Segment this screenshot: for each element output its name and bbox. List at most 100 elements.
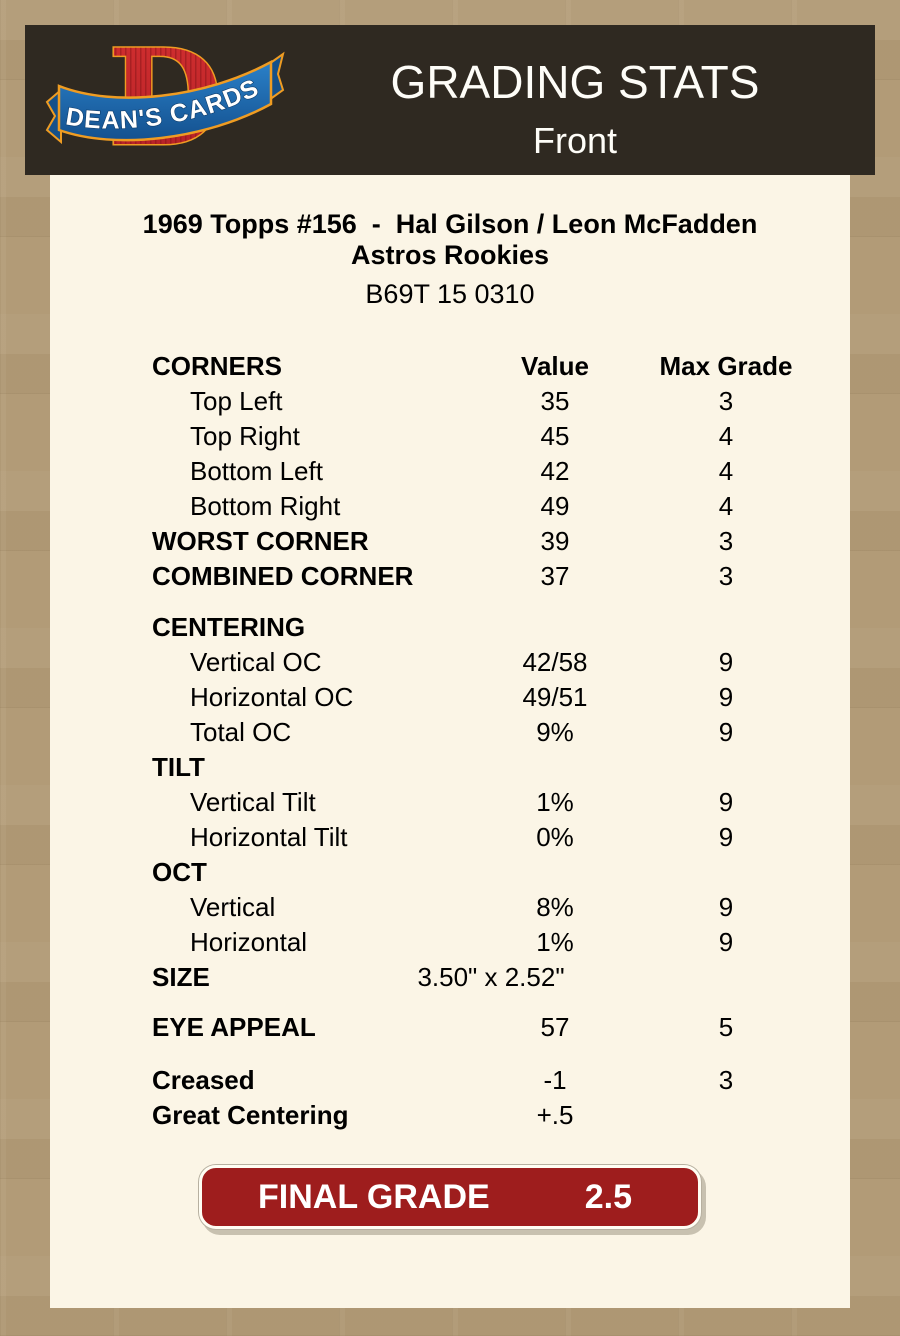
- row-max: 4: [718, 491, 734, 521]
- row-label: OCT: [152, 857, 207, 887]
- table-row: Horizontal OC 49/51 9: [152, 680, 797, 715]
- row-max: 9: [718, 787, 734, 817]
- serial-number: B69T 15 0310: [365, 279, 535, 309]
- row-label: Bottom Left: [190, 456, 323, 486]
- stats-panel: 1969 Topps #156 - Hal Gilson / Leon McFa…: [50, 175, 850, 1308]
- row-value: 1%: [536, 927, 574, 957]
- row-label: Vertical: [190, 892, 276, 922]
- row-max: 9: [718, 647, 734, 677]
- row-max: [655, 960, 797, 995]
- row-value: [455, 855, 655, 890]
- row-label: SIZE: [152, 962, 210, 992]
- row-label: Great Centering: [152, 1100, 349, 1130]
- table-row: Horizontal Tilt 0% 9: [152, 820, 797, 855]
- row-label: Vertical Tilt: [190, 787, 316, 817]
- table-row: Vertical 8% 9: [152, 890, 797, 925]
- table-row: Bottom Right 49 4: [152, 489, 797, 524]
- row-max: 3: [718, 1065, 734, 1095]
- logo-ribbon: [57, 59, 273, 142]
- row-max: 3: [718, 386, 734, 416]
- row-label: Horizontal: [190, 927, 308, 957]
- row-value: 57: [540, 1012, 570, 1042]
- row-label: Top Left: [190, 386, 283, 416]
- row-max: 4: [718, 456, 734, 486]
- row-max: 5: [718, 1012, 734, 1042]
- row-value: [455, 610, 655, 645]
- column-header-value: Value: [521, 351, 589, 381]
- row-max: [655, 610, 797, 645]
- row-max: 9: [718, 927, 734, 957]
- app-header: D D DEAN'S CARDS GRADING STATS Front: [25, 25, 875, 175]
- table-row: EYE APPEAL 57 5: [152, 1010, 797, 1045]
- final-grade-value: 2.5: [584, 1177, 632, 1216]
- table-header-row: CORNERS Value Max Grade: [152, 349, 797, 384]
- card-title-line2: Astros Rookies: [350, 240, 550, 270]
- row-label: Top Right: [190, 421, 300, 451]
- row-value: 35: [540, 386, 570, 416]
- column-header-max-grade: Max Grade: [659, 351, 793, 381]
- table-row: COMBINED CORNER 37 3: [152, 559, 797, 594]
- row-label: WORST CORNER: [152, 526, 369, 556]
- table-row: CENTERING: [152, 610, 797, 645]
- table-row: TILT: [152, 750, 797, 785]
- column-header-corners: CORNERS: [152, 351, 283, 381]
- row-label: EYE APPEAL: [152, 1012, 316, 1042]
- table-row: Great Centering +.5: [152, 1098, 797, 1133]
- header-titles: GRADING STATS Front: [295, 25, 855, 175]
- table-row: SIZE 3.50" x 2.52": [152, 960, 797, 995]
- row-max: 3: [718, 561, 734, 591]
- row-value: 42: [540, 456, 570, 486]
- row-label: Horizontal OC: [190, 682, 354, 712]
- row-value: 1%: [536, 787, 574, 817]
- row-value: 39: [540, 526, 570, 556]
- row-value: 49: [540, 491, 570, 521]
- table-row: Top Left 35 3: [152, 384, 797, 419]
- row-value: 3.50" x 2.52": [417, 962, 565, 992]
- card-title-line1: 1969 Topps #156 - Hal Gilson / Leon McFa…: [142, 209, 758, 239]
- final-grade-badge: FINAL GRADE 2.5: [199, 1165, 701, 1229]
- table-row: Vertical Tilt 1% 9: [152, 785, 797, 820]
- row-max: 9: [718, 717, 734, 747]
- row-max: 9: [718, 822, 734, 852]
- deans-cards-logo: D D DEAN'S CARDS: [45, 30, 285, 170]
- row-max: 9: [718, 682, 734, 712]
- row-label: Bottom Right: [190, 491, 341, 521]
- row-label: CENTERING: [152, 612, 306, 642]
- row-label: Total OC: [190, 717, 292, 747]
- row-max: [655, 750, 797, 785]
- table-row: Horizontal 1% 9: [152, 925, 797, 960]
- table-row: Creased -1 3: [152, 1063, 797, 1098]
- row-label: Horizontal Tilt: [190, 822, 348, 852]
- row-label: COMBINED CORNER: [152, 561, 414, 591]
- row-value: +.5: [536, 1100, 574, 1130]
- table-row: Bottom Left 42 4: [152, 454, 797, 489]
- row-value: 42/58: [522, 647, 588, 677]
- card-title-block: 1969 Topps #156 - Hal Gilson / Leon McFa…: [50, 209, 850, 308]
- row-max: 4: [718, 421, 734, 451]
- row-label: TILT: [152, 752, 205, 782]
- row-value: 37: [540, 561, 570, 591]
- row-value: 0%: [536, 822, 574, 852]
- table-row: WORST CORNER 39 3: [152, 524, 797, 559]
- table-row: Vertical OC 42/58 9: [152, 645, 797, 680]
- grading-table: CORNERS Value Max Grade Top Left 35 3 To…: [152, 349, 797, 1133]
- row-value: 49/51: [522, 682, 588, 712]
- row-value: [455, 750, 655, 785]
- row-max: [655, 855, 797, 890]
- final-grade-label: FINAL GRADE: [258, 1177, 490, 1216]
- row-value: 9%: [536, 717, 574, 747]
- row-value: 8%: [536, 892, 574, 922]
- page-subtitle: Front: [532, 120, 618, 161]
- page-title: GRADING STATS: [390, 56, 760, 108]
- row-max: 9: [718, 892, 734, 922]
- table-row: Total OC 9% 9: [152, 715, 797, 750]
- row-value: -1: [543, 1065, 567, 1095]
- table-row: OCT: [152, 855, 797, 890]
- row-label: Vertical OC: [190, 647, 322, 677]
- row-max: 3: [718, 526, 734, 556]
- row-value: 45: [540, 421, 570, 451]
- table-row: Top Right 45 4: [152, 419, 797, 454]
- logo-ribbon-left-fold-icon: [45, 87, 62, 145]
- row-max: [655, 1098, 797, 1133]
- row-label: Creased: [152, 1065, 255, 1095]
